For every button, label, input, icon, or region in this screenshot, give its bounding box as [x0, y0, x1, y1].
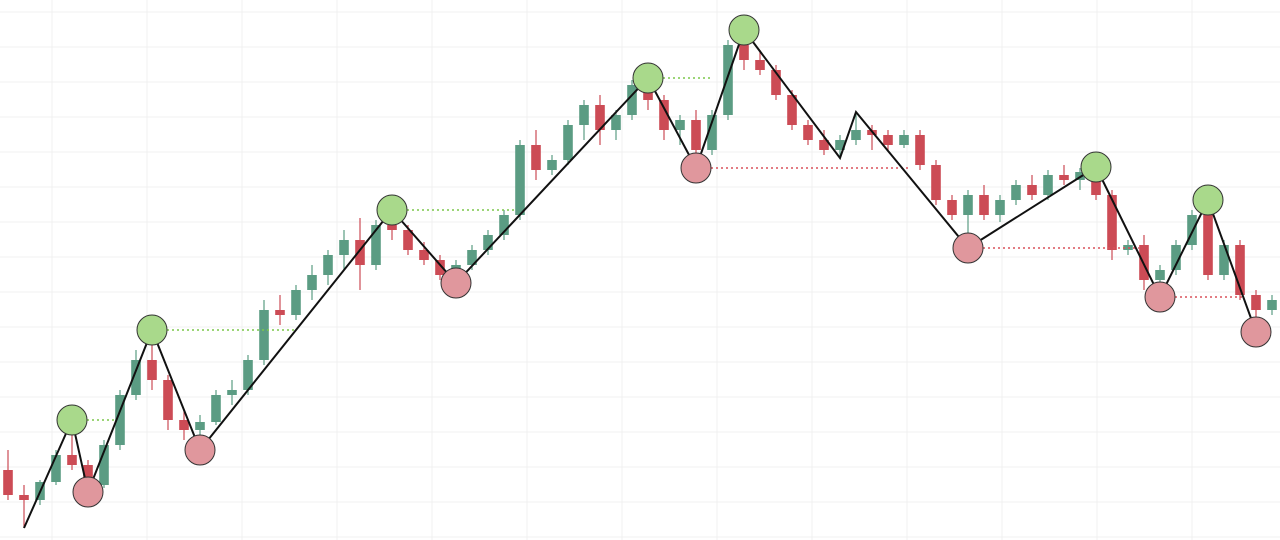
candle-body: [947, 200, 957, 215]
candle-body: [179, 420, 189, 430]
candle-body: [883, 135, 893, 145]
candle-body: [995, 200, 1005, 215]
candle-body: [1171, 245, 1181, 270]
candle-body: [227, 390, 237, 395]
swing-low-marker: [184, 434, 216, 466]
candle-body: [291, 290, 301, 315]
candle-body: [67, 455, 77, 465]
candle-body: [483, 235, 493, 250]
candle-body: [499, 215, 509, 235]
candle-body: [1091, 172, 1101, 195]
candle-body: [387, 225, 397, 230]
candle-body: [547, 160, 557, 170]
candle-body: [1219, 245, 1229, 275]
candle-body: [595, 105, 605, 130]
candle-body: [803, 125, 813, 140]
candle-body: [339, 240, 349, 255]
candle-body: [515, 145, 525, 215]
swing-high-marker: [728, 14, 760, 46]
candle-body: [531, 145, 541, 170]
candle-body: [403, 230, 413, 250]
candle-body: [675, 120, 685, 130]
candle-body: [51, 455, 61, 482]
swing-low-marker: [1144, 281, 1176, 313]
candle-body: [3, 470, 13, 495]
candle-body: [243, 360, 253, 390]
candle-body: [787, 95, 797, 125]
candle-body: [1187, 215, 1197, 245]
candle-body: [307, 275, 317, 290]
candle-body: [147, 360, 157, 380]
candle-body: [563, 125, 573, 160]
candle-body: [1011, 185, 1021, 200]
candle-body: [1267, 300, 1277, 310]
candle-body: [835, 140, 845, 150]
candle-body: [691, 120, 701, 150]
candle-body: [355, 240, 365, 265]
candle-body: [899, 135, 909, 145]
candle-body: [979, 195, 989, 215]
candle-body: [1203, 215, 1213, 275]
candle-body: [1027, 185, 1037, 195]
candle-body: [1251, 295, 1261, 310]
swing-low-marker: [72, 476, 104, 508]
candle-body: [851, 130, 861, 140]
candle-body: [1107, 195, 1117, 250]
candle-body: [435, 260, 445, 275]
swing-low-marker: [952, 232, 984, 264]
candle-body: [659, 100, 669, 130]
candle-body: [755, 60, 765, 70]
candle-body: [771, 70, 781, 95]
candle-body: [707, 115, 717, 150]
candle-body: [739, 45, 749, 60]
candle-body: [371, 225, 381, 265]
candle-body: [19, 495, 29, 500]
candle-body: [99, 445, 109, 485]
candle-body: [115, 395, 125, 445]
swing-low-marker: [1240, 316, 1272, 348]
candle-body: [915, 135, 925, 165]
candle-body: [963, 195, 973, 215]
candle-body: [1235, 245, 1245, 295]
candle-body: [819, 140, 829, 150]
candle-body: [1155, 270, 1165, 280]
swing-low-marker: [680, 152, 712, 184]
candle-body: [131, 360, 141, 395]
candle-body: [211, 395, 221, 422]
candle-body: [467, 250, 477, 265]
candle-body: [323, 255, 333, 275]
candle-body: [195, 422, 205, 430]
swing-high-marker: [136, 314, 168, 346]
candle-body: [611, 115, 621, 130]
swing-high-marker: [376, 194, 408, 226]
swing-high-marker: [1192, 184, 1224, 216]
candle-body: [275, 310, 285, 315]
swing-high-marker: [56, 404, 88, 436]
candle-body: [163, 380, 173, 420]
swing-low-marker: [440, 267, 472, 299]
candle-body: [83, 465, 93, 485]
swing-high-marker: [1080, 151, 1112, 183]
candle-body: [419, 250, 429, 260]
candle-body: [723, 45, 733, 115]
candle-body: [627, 85, 637, 115]
candle-body: [1043, 175, 1053, 195]
candle-body: [1059, 175, 1069, 180]
candle-body: [579, 105, 589, 125]
candle-body: [259, 310, 269, 360]
swing-high-marker: [632, 62, 664, 94]
candle-body: [931, 165, 941, 200]
